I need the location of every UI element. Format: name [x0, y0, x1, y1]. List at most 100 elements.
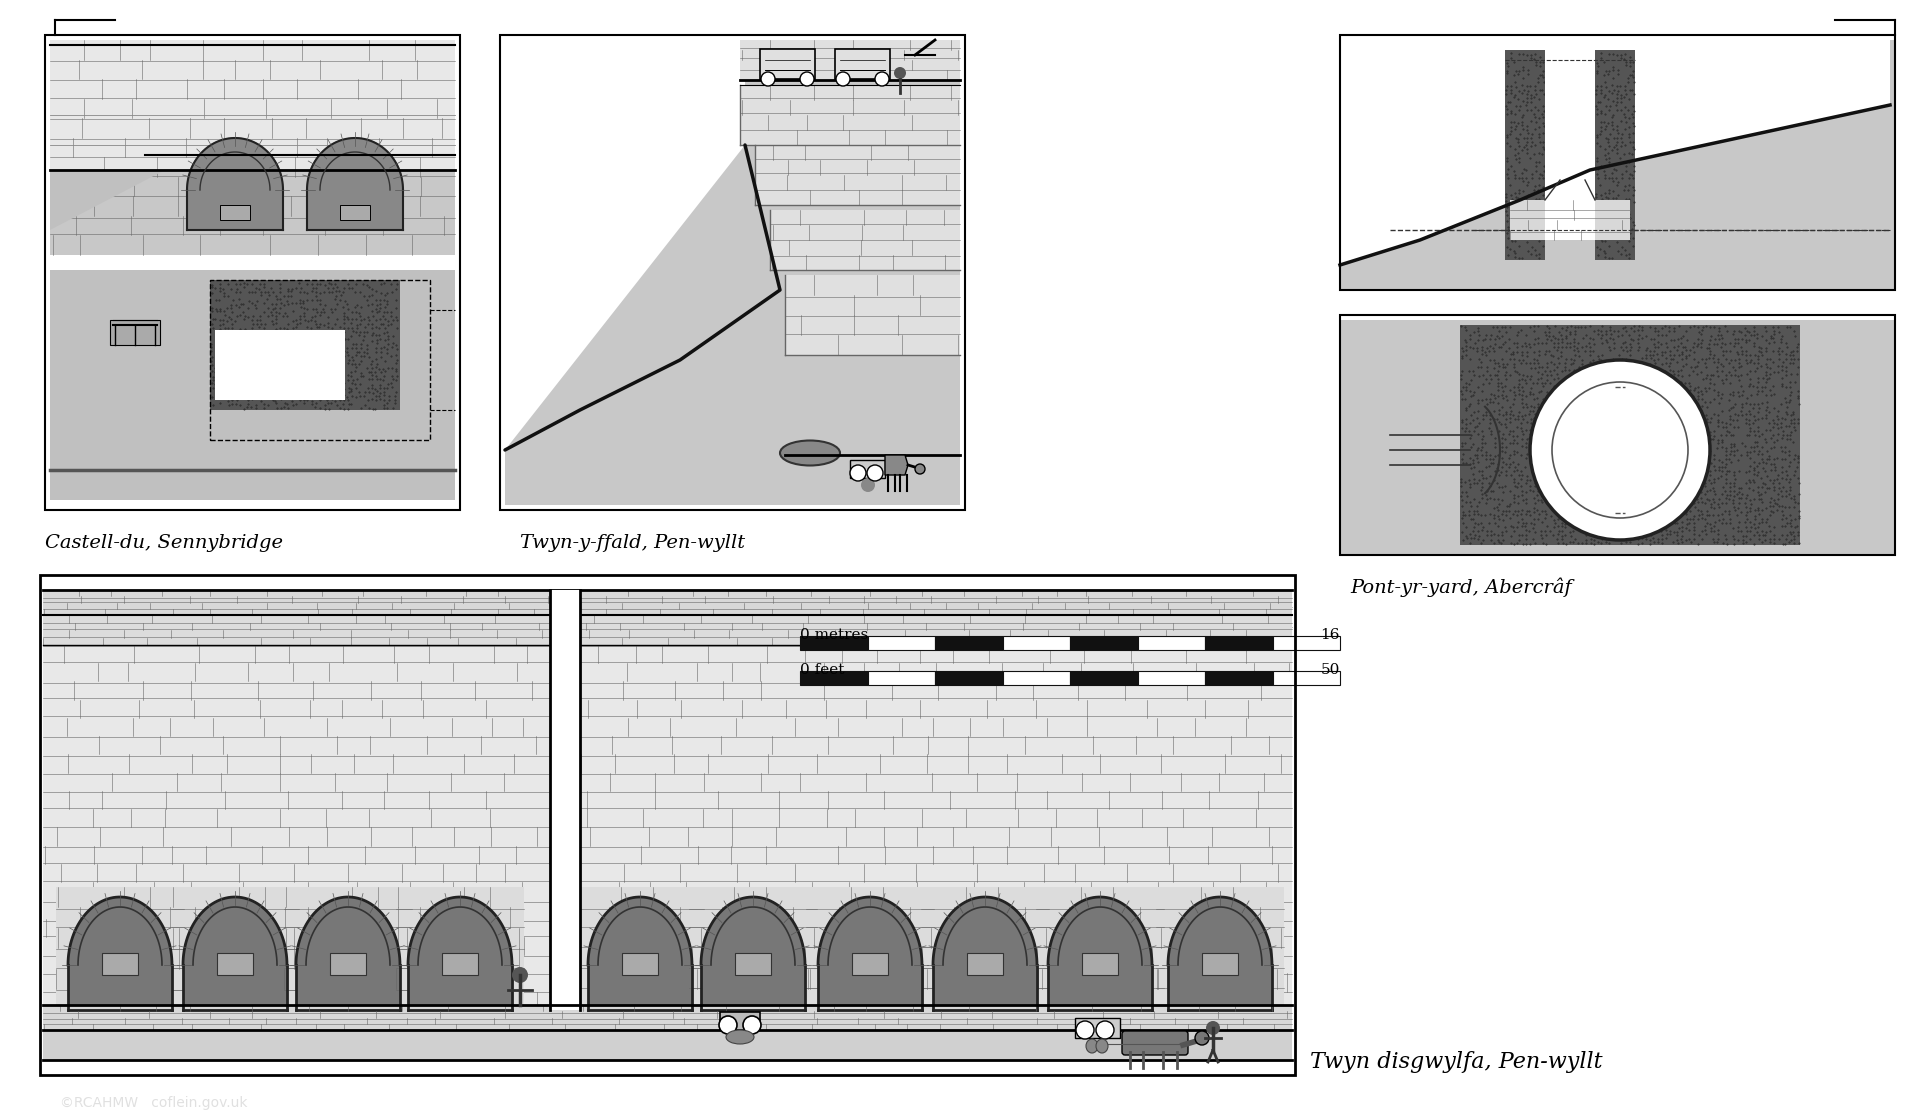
- Bar: [1167, 965, 1271, 1010]
- Bar: [42, 1005, 1292, 1030]
- Text: Castell-du, Sennybridge: Castell-du, Sennybridge: [44, 534, 282, 552]
- FancyBboxPatch shape: [1121, 1031, 1188, 1054]
- Circle shape: [835, 71, 851, 86]
- Bar: [499, 35, 966, 510]
- Bar: [1206, 671, 1273, 685]
- Circle shape: [876, 71, 889, 86]
- Ellipse shape: [1096, 1039, 1108, 1053]
- Bar: [588, 965, 691, 1010]
- Bar: [968, 953, 1002, 975]
- Polygon shape: [50, 170, 165, 230]
- Bar: [801, 671, 868, 685]
- Bar: [307, 190, 403, 230]
- Bar: [770, 210, 960, 270]
- Bar: [755, 145, 960, 206]
- Bar: [835, 49, 891, 79]
- Text: 16: 16: [1321, 628, 1340, 642]
- Circle shape: [1551, 382, 1688, 518]
- Bar: [739, 40, 960, 80]
- Bar: [67, 965, 173, 1010]
- Text: ©RCAHMW   coflein.gov.uk: ©RCAHMW coflein.gov.uk: [60, 1096, 248, 1110]
- Polygon shape: [1167, 897, 1271, 965]
- Bar: [576, 887, 705, 1030]
- Bar: [760, 49, 814, 79]
- Polygon shape: [818, 897, 922, 965]
- Polygon shape: [701, 897, 804, 965]
- Text: 50: 50: [1321, 663, 1340, 677]
- Bar: [852, 953, 887, 975]
- Bar: [1546, 65, 1596, 240]
- Bar: [1206, 636, 1273, 650]
- Bar: [622, 953, 659, 975]
- Bar: [720, 1012, 760, 1030]
- Bar: [215, 330, 346, 400]
- Bar: [1340, 319, 1895, 555]
- Bar: [1340, 35, 1895, 290]
- Circle shape: [1075, 1021, 1094, 1039]
- Bar: [1002, 636, 1069, 650]
- Polygon shape: [67, 897, 173, 965]
- Bar: [868, 671, 935, 685]
- Bar: [735, 953, 772, 975]
- Bar: [284, 887, 413, 1030]
- Bar: [1459, 325, 1801, 545]
- Bar: [1075, 1018, 1119, 1038]
- Bar: [1002, 671, 1069, 685]
- Bar: [818, 965, 922, 1010]
- Circle shape: [801, 71, 814, 86]
- Bar: [340, 206, 371, 220]
- Bar: [44, 35, 461, 510]
- Bar: [186, 190, 282, 230]
- Bar: [868, 636, 935, 650]
- Circle shape: [916, 464, 925, 474]
- Bar: [851, 460, 885, 478]
- Bar: [1069, 671, 1137, 685]
- Bar: [689, 887, 818, 1030]
- Circle shape: [1194, 1031, 1210, 1046]
- Circle shape: [1206, 1021, 1219, 1035]
- Circle shape: [1530, 360, 1711, 540]
- Bar: [442, 953, 478, 975]
- Bar: [42, 590, 1292, 615]
- Bar: [1156, 887, 1284, 1030]
- Text: Pont-yr-yard, Abercrâf: Pont-yr-yard, Abercrâf: [1350, 577, 1572, 596]
- Polygon shape: [933, 897, 1037, 965]
- Circle shape: [718, 1016, 737, 1034]
- Bar: [806, 887, 933, 1030]
- Bar: [40, 575, 1294, 1075]
- Bar: [1273, 636, 1340, 650]
- Bar: [1048, 965, 1152, 1010]
- Bar: [1137, 636, 1206, 650]
- Polygon shape: [505, 40, 745, 450]
- Circle shape: [743, 1016, 760, 1034]
- Text: Twyn disgwylfa, Pen-wyllt: Twyn disgwylfa, Pen-wyllt: [1309, 1051, 1603, 1073]
- Circle shape: [895, 67, 906, 79]
- Bar: [1509, 200, 1630, 240]
- Bar: [296, 965, 399, 1010]
- Polygon shape: [588, 897, 691, 965]
- Bar: [499, 35, 966, 510]
- Polygon shape: [186, 139, 282, 190]
- Bar: [171, 887, 300, 1030]
- Bar: [1083, 953, 1117, 975]
- Bar: [1340, 315, 1895, 555]
- Bar: [407, 965, 513, 1010]
- Bar: [1340, 40, 1895, 290]
- Bar: [109, 319, 159, 345]
- Text: Twyn-y-ffald, Pen-wyllt: Twyn-y-ffald, Pen-wyllt: [520, 534, 745, 552]
- Bar: [209, 280, 430, 440]
- Polygon shape: [307, 139, 403, 190]
- Bar: [935, 671, 1002, 685]
- Bar: [701, 965, 804, 1010]
- Bar: [56, 887, 184, 1030]
- Bar: [217, 953, 253, 975]
- Circle shape: [851, 465, 866, 481]
- Bar: [801, 636, 868, 650]
- Bar: [44, 35, 461, 510]
- Bar: [221, 206, 250, 220]
- Bar: [102, 953, 138, 975]
- Text: 0 metres: 0 metres: [801, 628, 868, 642]
- Polygon shape: [296, 897, 399, 965]
- Bar: [396, 887, 524, 1030]
- Text: 0 feet: 0 feet: [801, 663, 845, 677]
